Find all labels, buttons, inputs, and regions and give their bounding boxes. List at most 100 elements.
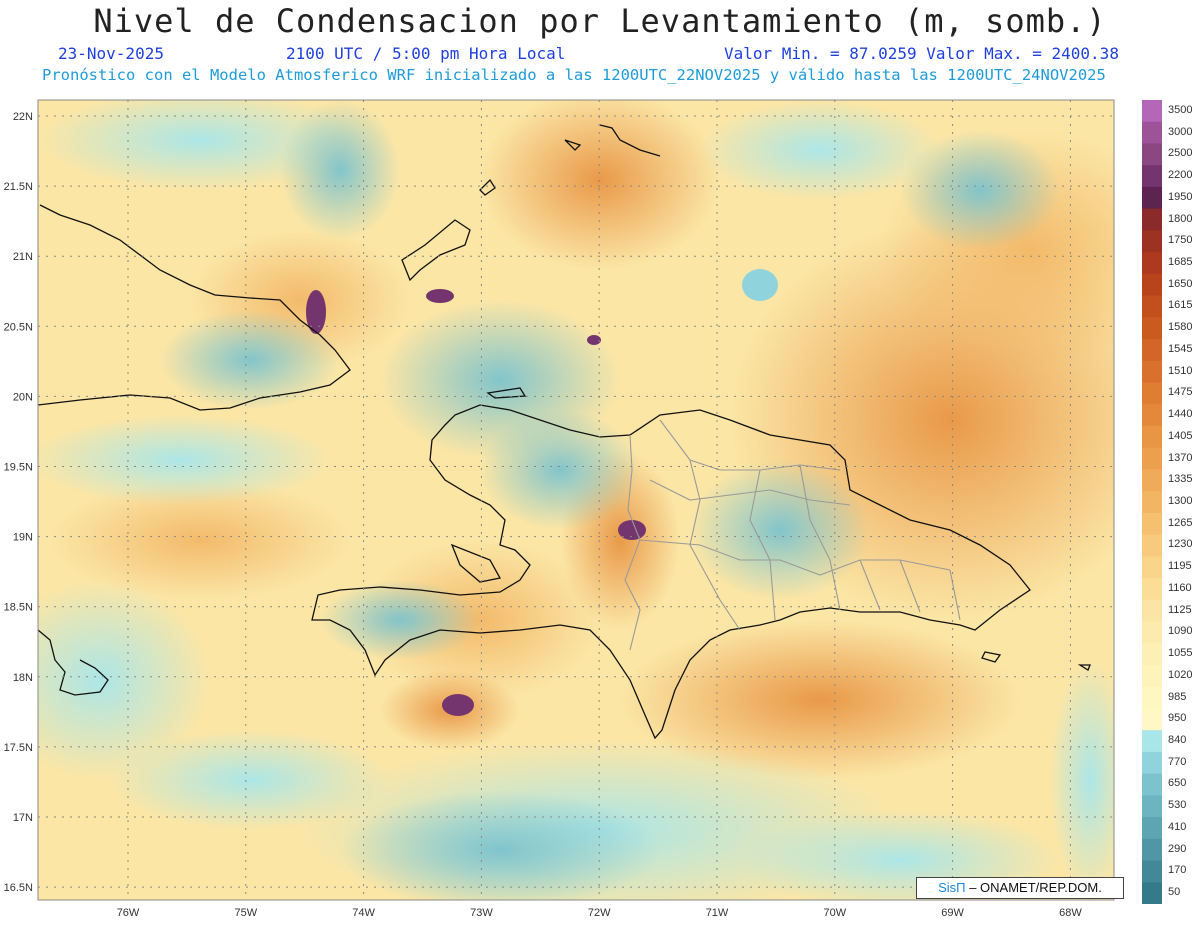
coastlines <box>37 124 1091 740</box>
legend-swatch <box>1142 273 1162 297</box>
legend-swatch <box>1142 317 1162 340</box>
legend-label: 290 <box>1168 842 1187 855</box>
legend-label: 1510 <box>1168 364 1193 377</box>
legend-swatch <box>1142 730 1162 753</box>
legend-label: 1265 <box>1168 516 1193 529</box>
legend-label: 3500 <box>1168 103 1193 116</box>
legend-swatch <box>1142 425 1162 449</box>
legend-label: 2200 <box>1168 169 1193 182</box>
legend-swatch <box>1142 512 1162 536</box>
legend-swatch <box>1142 404 1162 427</box>
lat-label: 18N <box>13 672 33 684</box>
legend-swatch <box>1142 360 1162 383</box>
legend-label: 1090 <box>1168 625 1193 638</box>
legend-swatch <box>1142 252 1162 275</box>
lat-label: 19.5N <box>4 462 33 474</box>
forecast-time: 2100 UTC / 5:00 pm Hora Local <box>286 44 566 63</box>
legend-label: 1335 <box>1168 473 1193 486</box>
legend-swatch <box>1142 882 1162 904</box>
legend-swatch <box>1142 708 1162 731</box>
legend-swatch <box>1142 795 1162 818</box>
lon-label: 68W <box>1059 907 1082 919</box>
legend-label: 1125 <box>1168 603 1192 616</box>
legend-label: 170 <box>1168 864 1187 877</box>
legend-label: 985 <box>1168 690 1187 703</box>
legend-swatch <box>1142 491 1162 514</box>
legend-label: 1800 <box>1168 212 1193 225</box>
legend-label: 1475 <box>1168 386 1193 399</box>
lat-label: 18.5N <box>4 602 33 614</box>
lat-label: 20.5N <box>4 321 33 333</box>
legend-swatch <box>1142 773 1162 796</box>
lat-label: 17.5N <box>4 742 33 754</box>
legend-swatch <box>1142 534 1162 557</box>
legend-label: 1195 <box>1168 560 1192 573</box>
legend-label: 1230 <box>1168 538 1193 551</box>
lat-label: 22N <box>13 111 33 123</box>
legend-label: 1160 <box>1168 581 1192 594</box>
legend-label: 530 <box>1168 799 1187 812</box>
legend-label: 1545 <box>1168 342 1193 355</box>
legend-label: 770 <box>1168 755 1187 768</box>
legend-swatch <box>1142 838 1162 862</box>
legend-label: 1405 <box>1168 429 1193 442</box>
legend-swatch <box>1142 469 1162 492</box>
lon-label: 70W <box>823 907 846 919</box>
sispi-logo: SisΠ <box>938 880 966 895</box>
legend-label: 1650 <box>1168 277 1193 290</box>
legend-swatch <box>1142 578 1162 601</box>
color-legend <box>1142 100 1162 904</box>
legend-swatch <box>1142 382 1162 405</box>
forecast-date: 23-Nov-2025 <box>58 44 164 63</box>
legend-label: 1055 <box>1168 647 1193 660</box>
legend-swatch <box>1142 664 1162 688</box>
legend-label: 950 <box>1168 712 1187 725</box>
legend-label: 1685 <box>1168 255 1193 268</box>
grid <box>37 99 1115 901</box>
lon-label: 76W <box>117 907 140 919</box>
legend-label: 840 <box>1168 734 1187 747</box>
legend-swatch <box>1142 599 1162 623</box>
legend-swatch <box>1142 621 1162 644</box>
legend-swatch <box>1142 339 1162 362</box>
map-title: Nivel de Condensacion por Levantamiento … <box>93 2 1107 40</box>
legend-label: 1300 <box>1168 495 1193 507</box>
lat-label: 21.5N <box>4 181 33 193</box>
legend-label: 650 <box>1168 777 1187 790</box>
legend-swatch <box>1142 208 1162 231</box>
legend-swatch <box>1142 751 1162 775</box>
legend-label: 3000 <box>1168 125 1193 138</box>
lon-label: 75W <box>234 907 257 919</box>
legend-swatch <box>1142 817 1162 840</box>
legend-swatch <box>1142 643 1162 666</box>
legend-swatch <box>1142 230 1162 253</box>
legend-label: 1440 <box>1168 408 1193 421</box>
legend-swatch <box>1142 686 1162 709</box>
legend-swatch <box>1142 165 1162 188</box>
lat-label: 20N <box>13 391 33 403</box>
province-borders <box>624 419 961 651</box>
credit-box: SisΠ – ONAMET/REP.DOM. <box>916 877 1124 899</box>
legend-swatch <box>1142 100 1162 123</box>
lon-label: 69W <box>941 907 964 919</box>
legend-swatch <box>1142 186 1162 210</box>
legend-label: 1370 <box>1168 451 1193 464</box>
legend-swatch <box>1142 143 1162 166</box>
legend-label: 410 <box>1168 820 1187 833</box>
legend-label: 1950 <box>1168 190 1193 203</box>
legend-label: 1020 <box>1168 668 1193 681</box>
legend-label: 1615 <box>1168 299 1193 312</box>
legend-swatch <box>1142 556 1162 579</box>
value-range: Valor Min. = 87.0259 Valor Max. = 2400.3… <box>724 44 1119 63</box>
lat-label: 19N <box>13 532 33 544</box>
legend-label: 2500 <box>1168 147 1193 160</box>
forecast-description: Pronóstico con el Modelo Atmosferico WRF… <box>42 66 1106 84</box>
lat-label: 21N <box>13 251 33 263</box>
lat-label: 16.5N <box>4 882 33 894</box>
legend-label: 1750 <box>1168 234 1193 247</box>
legend-swatch <box>1142 295 1162 318</box>
lon-label: 71W <box>706 907 729 919</box>
legend-label: 50 <box>1168 886 1181 899</box>
legend-label: 1580 <box>1168 321 1193 334</box>
